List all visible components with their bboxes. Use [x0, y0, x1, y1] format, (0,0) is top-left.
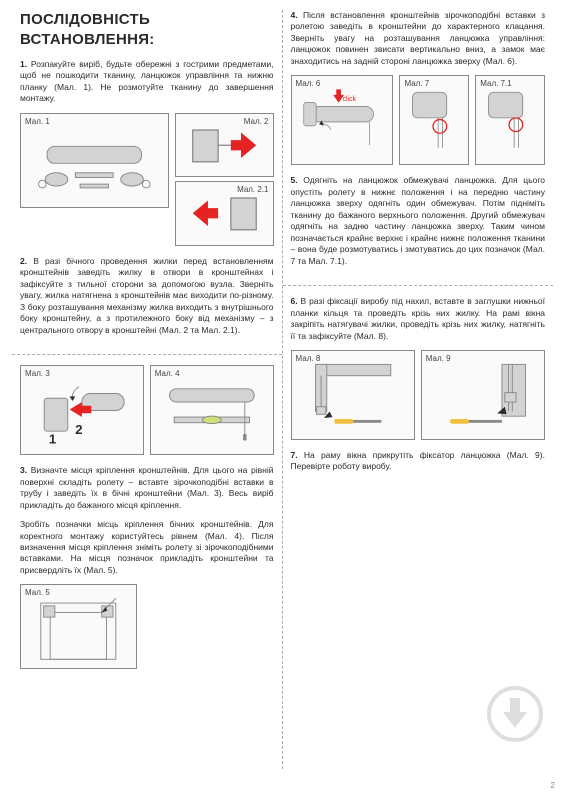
click-mount-icon: click: [296, 80, 389, 160]
step-1-text: 1. Розпакуйте виріб, будьте обережні з г…: [20, 59, 274, 105]
figure-2: Мал. 2: [175, 113, 274, 178]
step-2-text: 2. В разі бічного проведення жилки перед…: [20, 256, 274, 336]
limiter-2-icon: [480, 80, 540, 160]
figure-4: Мал. 4: [150, 365, 274, 455]
figure-1: Мал. 1: [20, 113, 169, 208]
right-divider: [283, 285, 554, 286]
svg-text:2: 2: [75, 422, 82, 437]
left-column: ПОСЛІДОВНІСТЬ ВСТАНОВЛЕННЯ: 1. Розпакуйт…: [12, 10, 283, 769]
fig-row-1-2: Мал. 1 Мал. 2: [20, 113, 274, 246]
page-number: 2: [551, 781, 555, 791]
frame-drill-icon: [25, 589, 132, 664]
level-mount-icon: [155, 370, 269, 450]
step-5-text: 5. Одягніть на ланцюжок обмежувачі ланцю…: [291, 175, 546, 267]
step-3b-text: Зробіть позначки місць кріплення бічних …: [20, 519, 274, 576]
step-4-text: 4. Після встановлення кронштейнів зірочк…: [291, 10, 546, 67]
figure-2-group: Мал. 2 Мал. 2.1: [175, 113, 274, 246]
figure-5: Мал. 5: [20, 584, 137, 669]
step-7-text: 7. На раму вікна прикрутіть фіксатор лан…: [291, 450, 546, 473]
watermark-icon: [485, 684, 545, 744]
figure-3: Мал. 3 1 2: [20, 365, 144, 455]
figure-2-1: Мал. 2.1: [175, 181, 274, 246]
figure-7-1: Мал. 7.1: [475, 75, 545, 165]
step-6-text: 6. В разі фіксації виробу під нахил, вст…: [291, 296, 546, 342]
fig-row-3-4: Мал. 3 1 2 Мал. 4: [20, 365, 274, 455]
fig-row-5: Мал. 5: [20, 584, 274, 669]
bracket-insert-icon: 1 2: [25, 370, 139, 450]
roller-parts-icon: [25, 118, 164, 203]
step-3a-text: 3. Визначте місця кріплення кронштейнів.…: [20, 465, 274, 511]
tensioner-icon: [296, 355, 410, 435]
figure-8: Мал. 8: [291, 350, 415, 440]
fig-row-6-7: Мал. 6 click Мал. 7: [291, 75, 546, 165]
chain-fixer-icon: [426, 355, 540, 435]
figure-9: Мал. 9: [421, 350, 545, 440]
left-divider: [12, 354, 282, 355]
fig-row-8-9: Мал. 8 Мал. 9: [291, 350, 546, 440]
page-title: ПОСЛІДОВНІСТЬ ВСТАНОВЛЕННЯ:: [20, 10, 274, 49]
figure-6: Мал. 6 click: [291, 75, 394, 165]
figure-7: Мал. 7: [399, 75, 469, 165]
svg-text:1: 1: [49, 432, 56, 447]
limiter-1-icon: [404, 80, 464, 160]
click-label: click: [342, 96, 356, 103]
right-column: 4. Після встановлення кронштейнів зірочк…: [283, 10, 554, 769]
